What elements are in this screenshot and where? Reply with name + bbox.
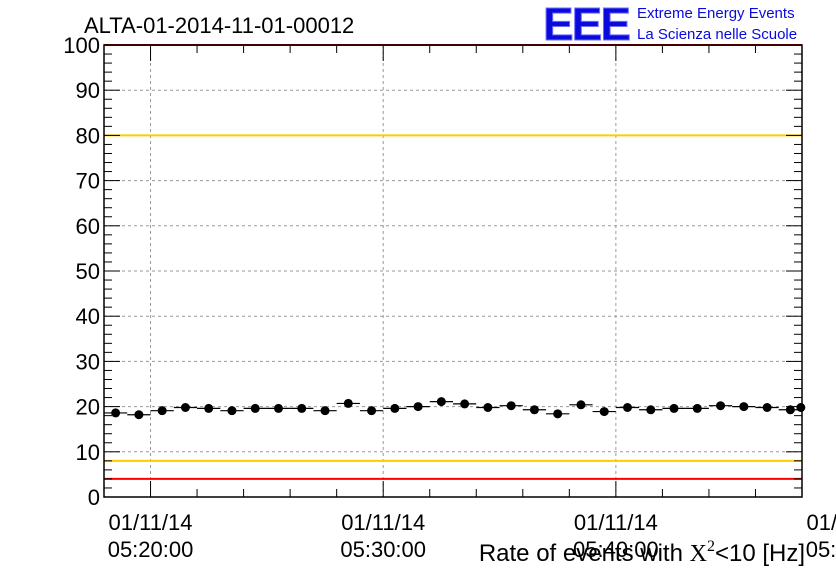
- data-point: [390, 403, 400, 413]
- y-tick-label: 100: [63, 33, 100, 58]
- data-point: [576, 400, 586, 410]
- data-point: [297, 403, 307, 413]
- data-point: [367, 406, 377, 416]
- data-points: [104, 397, 806, 420]
- reference-lines: [104, 44, 802, 480]
- data-point: [204, 403, 214, 413]
- data-point: [343, 398, 353, 408]
- data-point: [553, 409, 563, 419]
- data-point: [506, 401, 516, 411]
- data-point: [157, 406, 167, 416]
- x-tick-label-date: 01/11/14: [341, 510, 425, 535]
- y-tick-label: 40: [76, 304, 100, 329]
- data-point: [134, 410, 144, 420]
- y-tick-labels: 0 10 20 30 40 50 60 70 80 90 100: [63, 33, 100, 510]
- y-tick-label: 20: [76, 395, 100, 420]
- axis-ticks: [103, 44, 803, 498]
- data-point: [111, 408, 121, 418]
- data-point: [436, 397, 446, 407]
- x-axis-title-symbol: X: [690, 541, 707, 567]
- data-point: [739, 402, 749, 412]
- x-tick-label-date: 01/11/14: [807, 510, 836, 535]
- data-point: [413, 402, 423, 412]
- x-axis-title-suffix: <10 [Hz]: [715, 540, 805, 567]
- x-tick-label-time: 05:30:00: [340, 537, 426, 562]
- x-tick-label-date: 01/11/14: [109, 510, 193, 535]
- y-tick-label: 30: [76, 349, 100, 374]
- eee-logo-line2: La Scienza nelle Scuole: [637, 26, 797, 43]
- data-point: [460, 399, 470, 409]
- data-point: [716, 401, 726, 411]
- x-tick-label-date: 01/11/14: [574, 510, 658, 535]
- y-tick-label: 50: [76, 259, 100, 284]
- x-tick-label-time: 05:50:00: [806, 537, 836, 562]
- y-tick-label: 80: [76, 123, 100, 148]
- data-point: [483, 403, 493, 413]
- data-point: [692, 403, 702, 413]
- x-axis-title-superscript: 2: [707, 538, 715, 555]
- data-point: [669, 403, 679, 413]
- data-point: [762, 403, 772, 413]
- eee-logo: EEE Extreme Energy Events La Scienza nel…: [543, 0, 798, 51]
- data-point: [646, 405, 656, 415]
- grid-lines: [104, 45, 802, 497]
- y-tick-label: 90: [76, 78, 100, 103]
- x-tick-labels: 01/11/1405:20:0001/11/1405:30:0001/11/14…: [108, 510, 836, 562]
- data-point-edge: [796, 403, 806, 413]
- y-tick-label: 70: [76, 169, 100, 194]
- data-point: [529, 405, 539, 415]
- data-point: [227, 406, 237, 416]
- x-axis-title-prefix: Rate of events with: [479, 540, 690, 567]
- data-point: [785, 405, 795, 415]
- eee-logo-line1: Extreme Energy Events: [637, 5, 795, 22]
- eee-logo-mark: EEE: [543, 0, 629, 50]
- run-title: ALTA-01-2014-11-01-00012: [84, 13, 354, 38]
- x-tick-label-time: 05:20:00: [108, 537, 194, 562]
- y-tick-label: 60: [76, 214, 100, 239]
- data-point: [180, 403, 190, 413]
- data-point: [274, 403, 283, 413]
- data-point: [599, 407, 609, 417]
- x-axis-title: Rate of events with X2<10 [Hz]: [479, 538, 805, 567]
- y-tick-label: 10: [76, 440, 100, 465]
- x-tick-label-time: 05:40:00: [573, 537, 659, 562]
- data-point: [250, 403, 260, 413]
- data-point: [320, 406, 330, 416]
- data-point: [623, 403, 632, 413]
- y-tick-label: 0: [88, 485, 100, 510]
